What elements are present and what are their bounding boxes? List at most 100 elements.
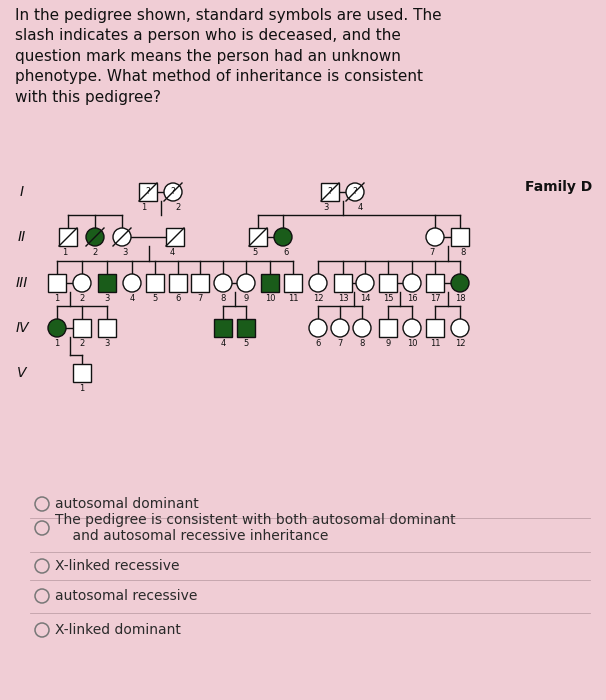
- Bar: [146, 274, 164, 292]
- Text: X-linked dominant: X-linked dominant: [55, 623, 181, 637]
- Text: ?: ?: [353, 188, 358, 197]
- Text: 1: 1: [141, 203, 147, 212]
- Text: 4: 4: [169, 248, 175, 257]
- Bar: [334, 274, 352, 292]
- Text: 11: 11: [430, 339, 440, 348]
- Text: 3: 3: [122, 248, 128, 257]
- Circle shape: [48, 319, 66, 337]
- Text: 2: 2: [79, 294, 85, 303]
- Text: 1: 1: [55, 339, 59, 348]
- Text: 4: 4: [129, 294, 135, 303]
- Text: X-linked recessive: X-linked recessive: [55, 559, 179, 573]
- Text: The pedigree is consistent with both autosomal dominant
    and autosomal recess: The pedigree is consistent with both aut…: [55, 513, 456, 543]
- Text: 1: 1: [62, 248, 68, 257]
- Text: 6: 6: [175, 294, 181, 303]
- Bar: [426, 319, 444, 337]
- Text: autosomal dominant: autosomal dominant: [55, 497, 199, 511]
- Circle shape: [309, 274, 327, 292]
- Text: 5: 5: [244, 339, 248, 348]
- Circle shape: [451, 319, 469, 337]
- Circle shape: [113, 228, 131, 246]
- Text: 18: 18: [454, 294, 465, 303]
- Bar: [139, 183, 157, 201]
- Text: 2: 2: [79, 339, 85, 348]
- Text: ?: ?: [171, 188, 175, 197]
- Circle shape: [35, 521, 49, 535]
- Bar: [98, 274, 116, 292]
- Text: ?: ?: [328, 188, 332, 197]
- Bar: [169, 274, 187, 292]
- Text: 3: 3: [104, 294, 110, 303]
- Text: 12: 12: [313, 294, 323, 303]
- Circle shape: [86, 228, 104, 246]
- Bar: [249, 228, 267, 246]
- Circle shape: [309, 319, 327, 337]
- Bar: [98, 319, 116, 337]
- Text: 6: 6: [284, 248, 288, 257]
- Text: 10: 10: [265, 294, 275, 303]
- Text: 10: 10: [407, 339, 418, 348]
- Circle shape: [164, 183, 182, 201]
- Text: 9: 9: [385, 339, 391, 348]
- Text: 17: 17: [430, 294, 441, 303]
- Circle shape: [426, 228, 444, 246]
- Circle shape: [237, 274, 255, 292]
- Bar: [73, 364, 91, 382]
- Text: 6: 6: [315, 339, 321, 348]
- Text: IV: IV: [15, 321, 29, 335]
- Text: ?: ?: [145, 188, 150, 197]
- Text: 7: 7: [429, 248, 435, 257]
- Text: I: I: [20, 185, 24, 199]
- Text: 1: 1: [79, 384, 85, 393]
- Circle shape: [35, 497, 49, 511]
- Text: 1: 1: [55, 294, 59, 303]
- Text: 4: 4: [358, 203, 362, 212]
- Text: V: V: [17, 366, 27, 380]
- Text: 13: 13: [338, 294, 348, 303]
- Text: 7: 7: [198, 294, 202, 303]
- Bar: [261, 274, 279, 292]
- Text: 15: 15: [383, 294, 393, 303]
- Bar: [191, 274, 209, 292]
- Bar: [379, 319, 397, 337]
- Circle shape: [35, 623, 49, 637]
- Bar: [321, 183, 339, 201]
- Text: 8: 8: [359, 339, 365, 348]
- Circle shape: [451, 274, 469, 292]
- Text: II: II: [18, 230, 26, 244]
- Circle shape: [346, 183, 364, 201]
- Circle shape: [356, 274, 374, 292]
- Circle shape: [403, 319, 421, 337]
- Circle shape: [35, 559, 49, 573]
- Bar: [379, 274, 397, 292]
- Text: Family D: Family D: [525, 180, 592, 194]
- Bar: [73, 319, 91, 337]
- Bar: [48, 274, 66, 292]
- Text: 4: 4: [221, 339, 225, 348]
- Text: 2: 2: [175, 203, 181, 212]
- Text: 12: 12: [454, 339, 465, 348]
- Text: 3: 3: [324, 203, 328, 212]
- Circle shape: [123, 274, 141, 292]
- Text: 5: 5: [152, 294, 158, 303]
- Text: 3: 3: [104, 339, 110, 348]
- Bar: [426, 274, 444, 292]
- Text: 8: 8: [221, 294, 225, 303]
- Bar: [237, 319, 255, 337]
- Text: 14: 14: [360, 294, 370, 303]
- Circle shape: [331, 319, 349, 337]
- Bar: [451, 228, 469, 246]
- Text: 8: 8: [461, 248, 465, 257]
- Circle shape: [403, 274, 421, 292]
- Circle shape: [214, 274, 232, 292]
- Text: autosomal recessive: autosomal recessive: [55, 589, 198, 603]
- Text: In the pedigree shown, standard symbols are used. The
slash indicates a person w: In the pedigree shown, standard symbols …: [15, 8, 442, 104]
- Bar: [214, 319, 232, 337]
- Bar: [59, 228, 77, 246]
- Circle shape: [274, 228, 292, 246]
- Bar: [166, 228, 184, 246]
- Circle shape: [73, 274, 91, 292]
- Text: 16: 16: [407, 294, 418, 303]
- Text: 11: 11: [288, 294, 298, 303]
- Text: 2: 2: [92, 248, 98, 257]
